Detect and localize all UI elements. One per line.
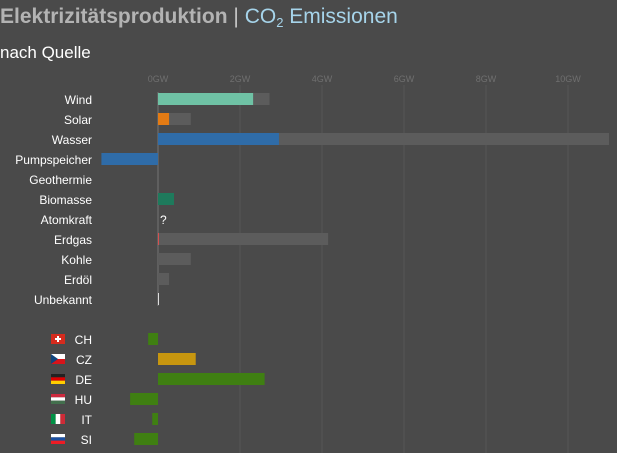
tick-label: 4GW <box>312 74 333 84</box>
production-bar[interactable] <box>158 233 159 245</box>
flag-it-icon <box>51 414 65 424</box>
capacity-bar[interactable] <box>158 273 170 285</box>
flag-cz-icon <box>51 354 65 364</box>
country-bar[interactable] <box>152 413 158 425</box>
category-label: Pumpspeicher <box>15 153 92 167</box>
title-co2-subscript: 2 <box>276 15 284 30</box>
production-bar[interactable] <box>158 193 174 205</box>
title-co2-emissions[interactable]: CO2 Emissionen <box>244 5 398 30</box>
tick-label: 8GW <box>476 74 497 84</box>
capacity-bar[interactable] <box>158 253 191 265</box>
production-bar[interactable] <box>158 93 254 105</box>
production-bar[interactable] <box>158 113 170 125</box>
chart-subtitle: nach Quelle <box>0 43 91 62</box>
tick-label: 10GW <box>555 74 581 84</box>
category-label: Biomasse <box>39 193 92 207</box>
production-bar[interactable] <box>158 293 159 305</box>
category-label: Geothermie <box>29 173 92 187</box>
country-label: HU <box>75 393 92 407</box>
country-label: CZ <box>76 353 92 367</box>
country-bar[interactable] <box>158 373 265 385</box>
flag-ch-icon <box>51 334 65 344</box>
label-layer: 0GW 2GW 4GW 6GW 8GW 10GW Wind Solar Wasser Pumpsp… <box>15 74 581 447</box>
country-bar[interactable] <box>134 433 158 445</box>
category-label: Wind <box>65 93 92 107</box>
country-label: CH <box>75 333 92 347</box>
category-label: Kohle <box>61 253 92 267</box>
production-bar[interactable] <box>101 153 158 165</box>
title-production[interactable]: Elektrizitätsproduktion <box>0 5 228 28</box>
category-label: Unbekannt <box>34 293 93 307</box>
annotation-label: ? <box>160 213 167 227</box>
category-label: Erdöl <box>64 273 92 287</box>
production-bar[interactable] <box>158 133 279 145</box>
category-label: Atomkraft <box>41 213 93 227</box>
category-label: Erdgas <box>54 233 92 247</box>
country-label: IT <box>81 413 92 427</box>
chart-title: Elektrizitätsproduktion | CO2 Emissionen <box>0 5 398 35</box>
flag-de-icon <box>51 374 65 384</box>
bar-layer <box>101 93 609 445</box>
flag-si-icon <box>51 434 65 444</box>
country-bar[interactable] <box>158 353 196 365</box>
tick-label: 6GW <box>394 74 415 84</box>
country-bar[interactable] <box>148 333 158 345</box>
category-label: Solar <box>64 113 92 127</box>
title-co2-text: CO <box>244 5 277 28</box>
capacity-bar[interactable] <box>158 233 329 245</box>
title-separator: | <box>233 5 239 28</box>
tick-label: 2GW <box>230 74 251 84</box>
country-label: DE <box>75 373 92 387</box>
country-label: SI <box>81 433 92 447</box>
category-label: Wasser <box>52 133 92 147</box>
title-emissions-text: Emissionen <box>289 5 398 28</box>
tick-label: 0GW <box>148 74 169 84</box>
country-bar[interactable] <box>130 393 158 405</box>
flag-hu-icon <box>51 394 65 404</box>
